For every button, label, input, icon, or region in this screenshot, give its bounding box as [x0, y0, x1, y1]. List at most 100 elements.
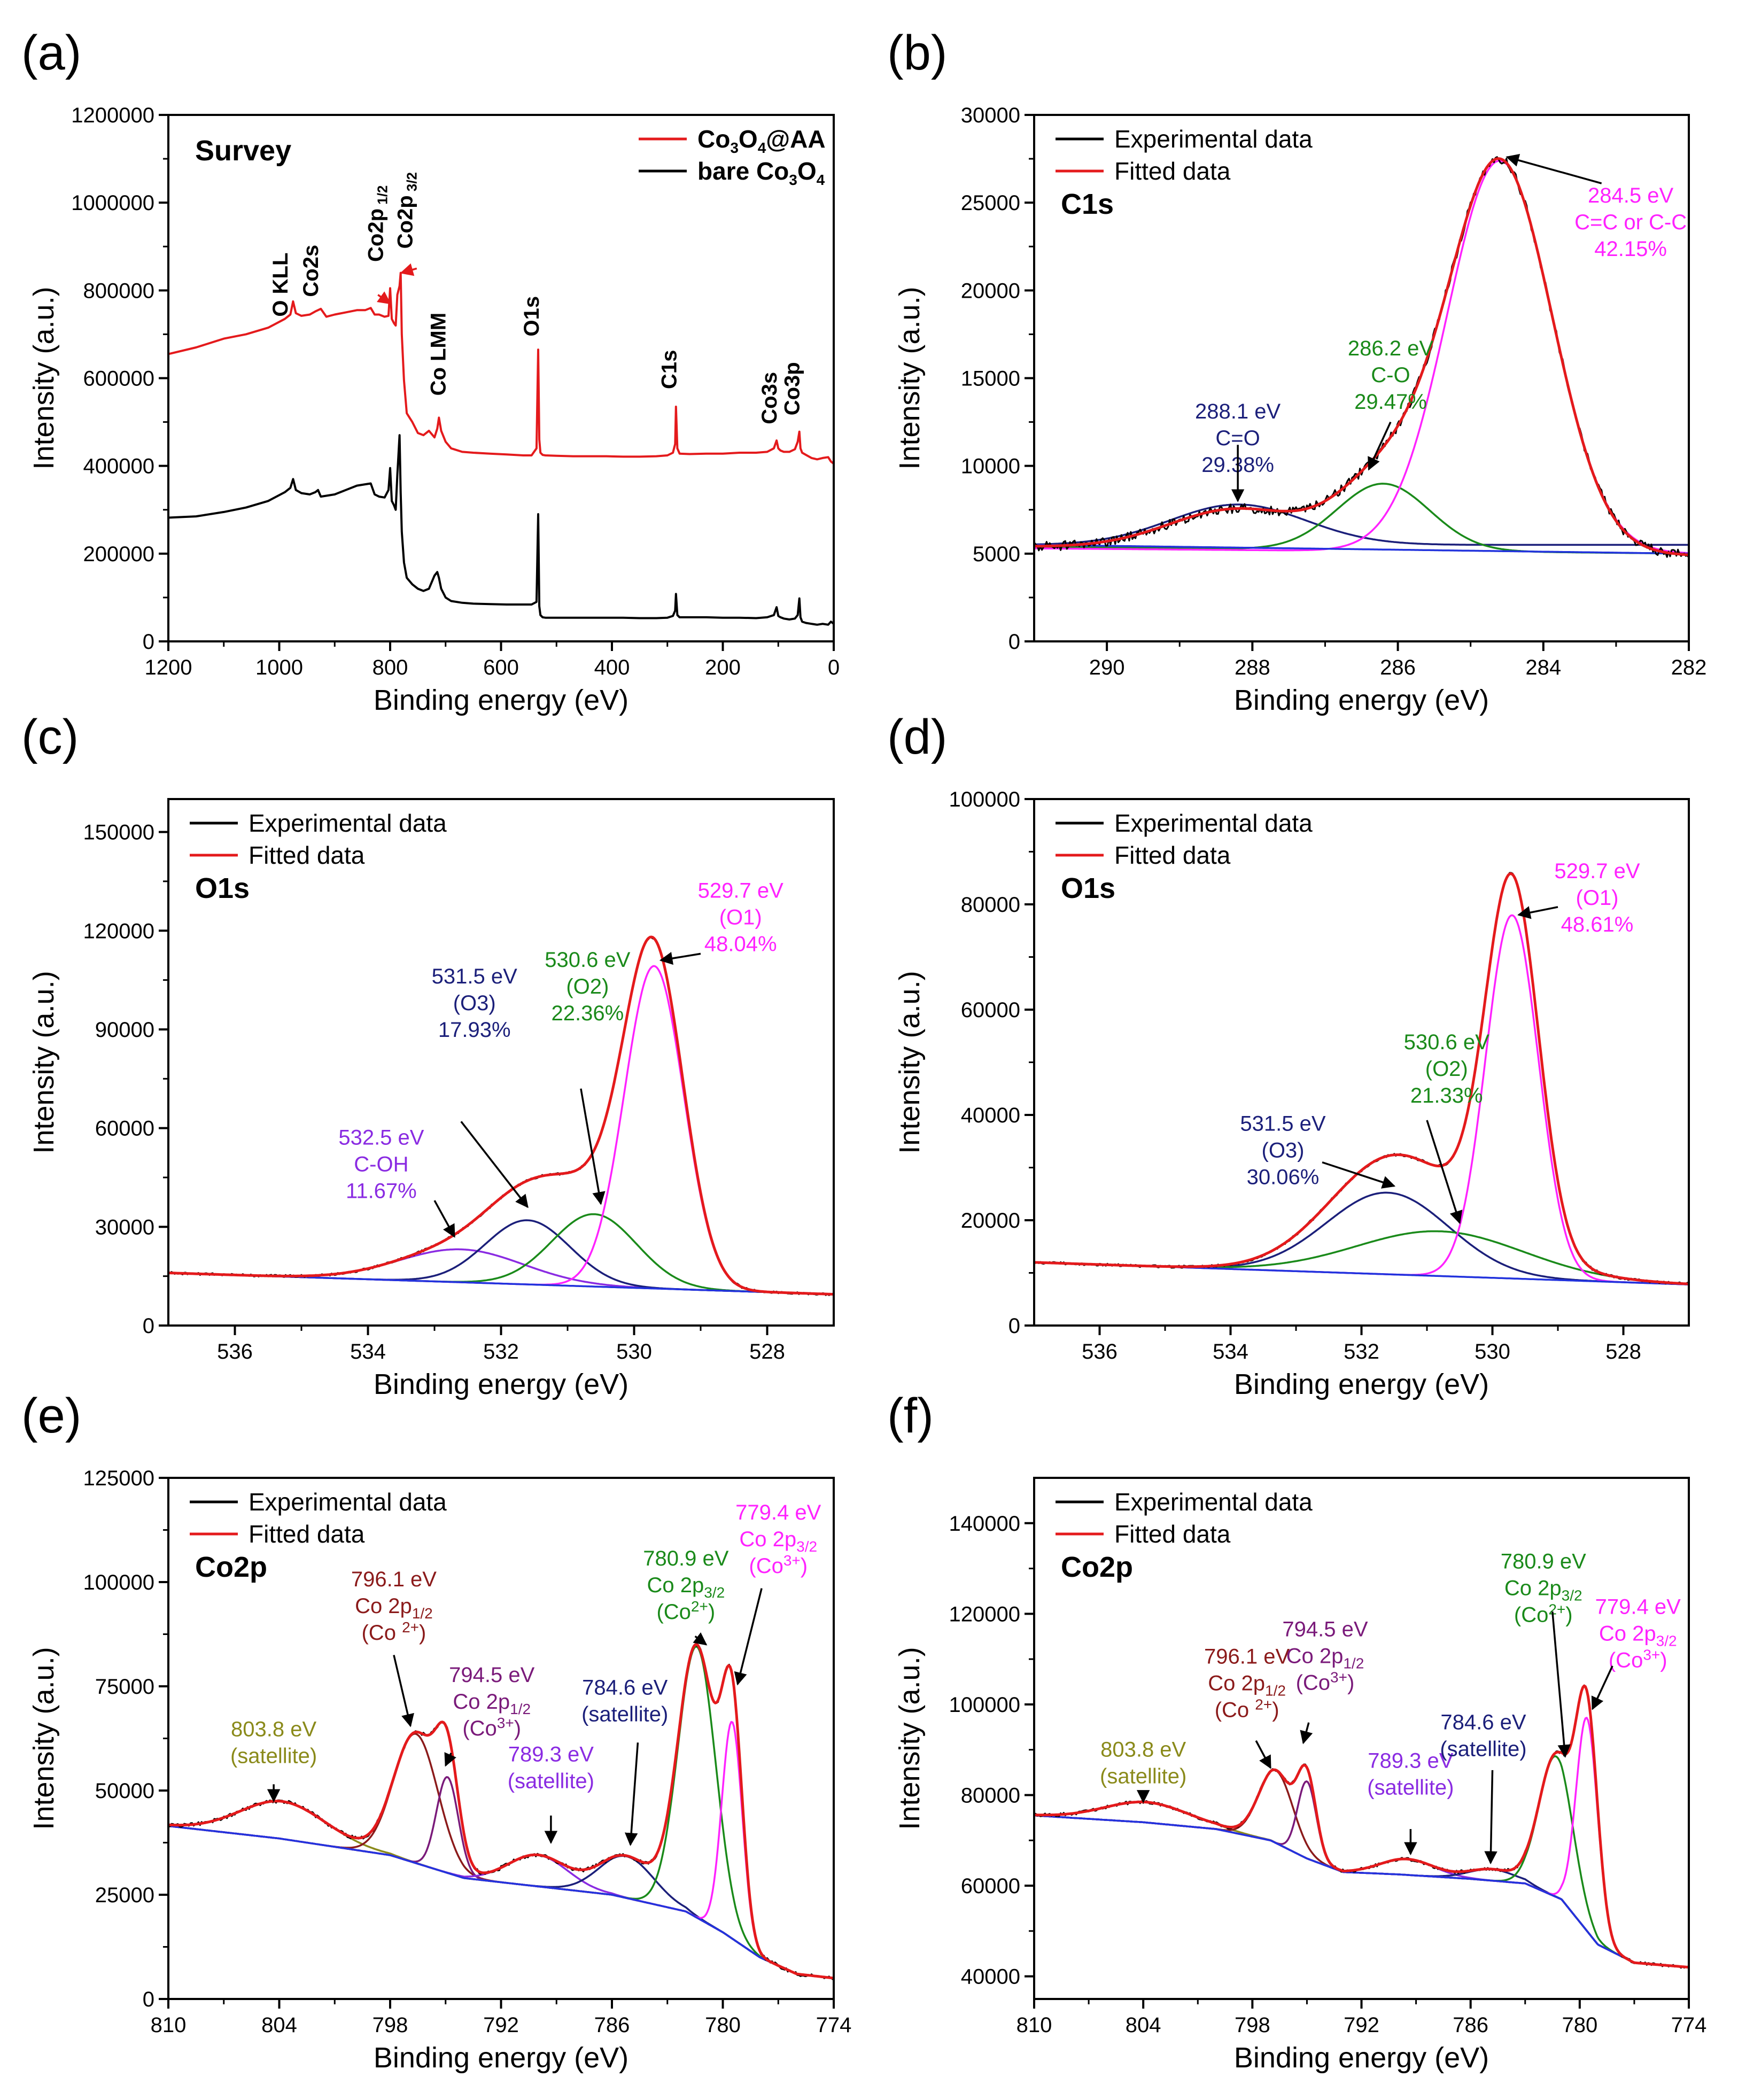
- legend-label: Fitted data: [249, 841, 365, 869]
- peak-annotation-part: 779.4 eV: [735, 1501, 821, 1524]
- x-tick-label: 532: [483, 1340, 519, 1363]
- peak-annotation-part: ): [419, 1621, 426, 1645]
- y-tick-label: 25000: [95, 1884, 154, 1907]
- peak-annotation-part: C=C or C-C: [1574, 211, 1687, 234]
- peak-annotation-part: 3+: [497, 1715, 514, 1731]
- peak-annotation-part: 1/2: [510, 1701, 531, 1717]
- peak-annotation: (O3): [1262, 1139, 1305, 1163]
- peak-label: Co2s: [299, 245, 323, 297]
- region-title: Co2p: [195, 1551, 267, 1583]
- y-axis-title: Intensity (a.u.): [894, 286, 926, 469]
- peak-annotation-part: (O3): [1262, 1139, 1305, 1163]
- component-curve-0: [168, 1248, 834, 1296]
- legend-label-part: 4: [758, 140, 766, 156]
- peak-annotation-part: (Co: [1215, 1699, 1255, 1722]
- peak-annotation: Co 2p3/2: [1504, 1577, 1582, 1604]
- annotation-arrow: [1551, 1611, 1571, 1758]
- peak-annotation-part: C-O: [1371, 363, 1410, 387]
- peak-annotation-part: 17.93%: [438, 1018, 511, 1042]
- peak-annotation: 530.6 eV: [1404, 1030, 1489, 1054]
- y-axis-title: Intensity (a.u.): [894, 1647, 926, 1830]
- peak-annotation-part: (Co: [749, 1554, 783, 1578]
- peak-annotation-part: 11.67%: [346, 1179, 417, 1203]
- y-tick-label: 1000000: [71, 191, 154, 215]
- peak-annotation-part: 2+: [402, 1619, 419, 1636]
- legend-label-part: 4: [817, 172, 825, 188]
- peak-label: O1s: [520, 296, 544, 337]
- y-tick-label: 50000: [95, 1779, 154, 1803]
- y-tick-label: 10000: [961, 455, 1020, 478]
- peak-annotation: 17.93%: [438, 1018, 511, 1042]
- peak-annotation: 529.7 eV: [698, 879, 783, 903]
- peak-annotation-part: 529.7 eV: [1554, 859, 1640, 883]
- legend-label: Fitted data: [249, 1520, 365, 1548]
- peak-annotation-part: (satellite): [581, 1703, 668, 1726]
- y-tick-label: 60000: [961, 998, 1020, 1022]
- peak-label: Co3s: [758, 372, 781, 424]
- x-axis-title: Binding energy (eV): [1234, 1368, 1489, 1400]
- y-tick-label: 0: [1008, 630, 1020, 654]
- y-tick-label: 800000: [83, 279, 154, 303]
- x-tick-label: 798: [373, 2013, 408, 2037]
- peak-annotation: (satellite): [581, 1703, 668, 1726]
- legend-label-part: O: [739, 125, 758, 153]
- peak-annotation: Co 2p1/2: [1286, 1645, 1364, 1672]
- peak-annotation: 286.2 eV: [1348, 337, 1433, 360]
- plot-area: [168, 272, 834, 626]
- annotation-arrow: [460, 1121, 529, 1208]
- peak-annotation-part: (Co: [462, 1717, 496, 1740]
- annotation-arrow: [1368, 421, 1392, 471]
- y-tick-label: 60000: [961, 1874, 1020, 1898]
- peak-label: Co2p 1/2: [364, 185, 391, 262]
- x-tick-label: 536: [217, 1340, 253, 1363]
- component-curve-2: [168, 1776, 834, 1979]
- y-tick-label: 0: [143, 1314, 154, 1338]
- experimental-data-line: [168, 935, 834, 1296]
- annotation-arrow: [393, 1655, 414, 1727]
- peak-annotation: C-OH: [354, 1152, 408, 1176]
- component-curve-3: [1034, 1814, 1689, 1969]
- peak-annotation: 531.5 eV: [1240, 1112, 1325, 1136]
- peak-annotation-part: Co 2p: [1286, 1645, 1344, 1668]
- component-curve-2: [1034, 914, 1689, 1285]
- peak-annotation: (O2): [566, 975, 609, 998]
- x-tick-label: 774: [1671, 2013, 1707, 2037]
- peak-annotation-part: (Co: [656, 1600, 690, 1624]
- peak-annotation: 779.4 eV: [735, 1501, 821, 1524]
- annotation-arrow: [1506, 153, 1602, 184]
- peak-annotation: 29.47%: [1354, 390, 1427, 414]
- peak-annotation: 530.6 eV: [545, 948, 630, 972]
- y-tick-label: 120000: [83, 919, 154, 943]
- panel-d: (d) 536 534 532 530 528 0 20000 40000 60000 80000 1…: [887, 710, 1690, 1400]
- component-curve-1: [1034, 483, 1689, 555]
- peak-annotation: 784.6 eV: [1440, 1711, 1526, 1734]
- peak-annotation: (satellite): [508, 1769, 594, 1793]
- annotation-arrow: [693, 1632, 708, 1646]
- peak-annotation-part: (O2): [566, 975, 609, 998]
- x-tick-label: 286: [1380, 656, 1416, 679]
- x-tick-label: 534: [1213, 1340, 1248, 1363]
- y-tick-label: 40000: [961, 1104, 1020, 1127]
- peak-annotation-part: 530.6 eV: [545, 948, 630, 972]
- peak-annotation-part: 2+: [1255, 1696, 1272, 1713]
- panel-label: (b): [887, 26, 947, 80]
- y-tick-label: 125000: [83, 1467, 154, 1490]
- legend-label: Fitted data: [1114, 841, 1231, 869]
- plot-area: [1034, 872, 1689, 1285]
- legend-label-part: Co: [697, 125, 730, 153]
- peak-label: O KLL: [269, 253, 292, 317]
- region-title: O1s: [1061, 872, 1115, 904]
- panel-label: (c): [21, 710, 79, 764]
- peak-annotation-part: 529.7 eV: [698, 879, 783, 903]
- component-curve-7: [1034, 1814, 1689, 1969]
- x-tick-label: 804: [261, 2013, 297, 2037]
- panel-c: (c) 536 534 532 530 528 0 30000 60000 90000 120000…: [21, 710, 835, 1400]
- peak-annotation-part: 29.47%: [1354, 390, 1427, 414]
- x-tick-label: 200: [705, 656, 741, 679]
- peak-annotation-part: 288.1 eV: [1195, 400, 1281, 423]
- peak-annotation-part: 286.2 eV: [1348, 337, 1433, 360]
- peak-annotation: 21.33%: [1410, 1084, 1483, 1107]
- legend-label-part: O: [797, 157, 817, 185]
- peak-annotation: 796.1 eV: [351, 1568, 437, 1591]
- x-tick-label: 290: [1089, 656, 1125, 679]
